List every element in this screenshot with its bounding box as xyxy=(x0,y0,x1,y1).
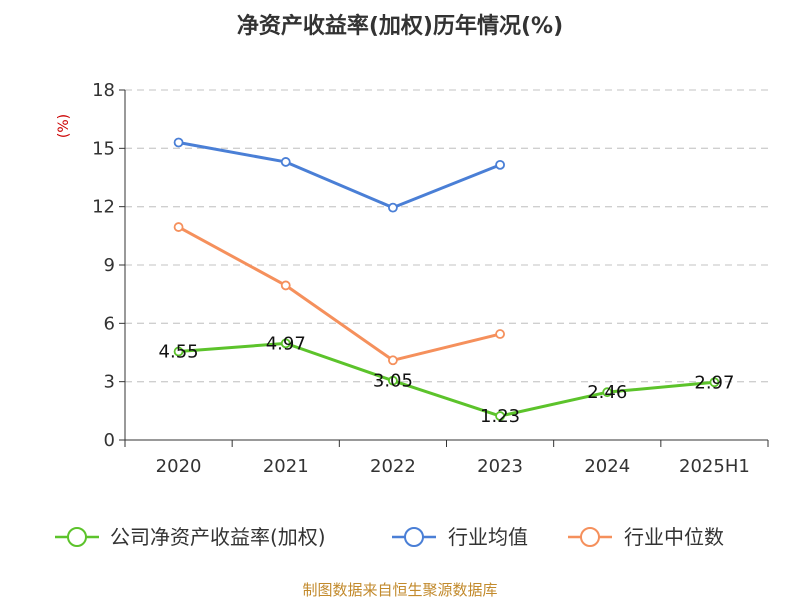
data-label: 3.05 xyxy=(373,371,413,392)
data-labels: 4.55 4.97 3.05 1.23 2.46 2.97 xyxy=(159,333,735,427)
y-tick-label: 15 xyxy=(92,138,115,159)
data-point xyxy=(709,377,720,388)
y-tick-label: 0 xyxy=(104,430,115,451)
data-point xyxy=(173,222,184,232)
data-point xyxy=(495,159,505,170)
legend: 公司净资产收益率(加权) 行业均值 行业中位数 xyxy=(55,525,724,549)
chart-title: 净资产收益率(加权)历年情况(%) xyxy=(237,13,563,39)
series-1 xyxy=(173,137,505,213)
x-tick-label: 2024 xyxy=(584,456,630,477)
legend-label: 行业均值 xyxy=(448,525,528,549)
data-point xyxy=(280,157,291,167)
source-note: 制图数据来自恒生聚源数据库 xyxy=(302,581,497,599)
data-label: 2.46 xyxy=(587,382,627,403)
x-tick-label: 2022 xyxy=(370,456,416,477)
series-line xyxy=(178,141,501,210)
legend-item-2: 行业中位数 xyxy=(568,525,724,549)
legend-label: 公司净资产收益率(加权) xyxy=(110,525,326,549)
data-label: 1.23 xyxy=(480,406,520,427)
grid-lines xyxy=(125,89,768,383)
legend-marker xyxy=(67,527,87,547)
data-point xyxy=(495,411,505,421)
y-tick-label: 12 xyxy=(92,197,115,218)
x-tick-label: 2020 xyxy=(156,456,202,477)
x-tick-label: 2025H1 xyxy=(679,456,750,477)
x-tick-label: 2023 xyxy=(477,456,523,477)
series-2 xyxy=(173,222,505,366)
y-tick-label: 6 xyxy=(104,313,115,334)
data-point xyxy=(388,202,398,213)
y-tick-label: 9 xyxy=(104,255,115,276)
axes: 0 3 6 9 12 15 18 2020 2021 2022 2023 2024 2025H1 xyxy=(92,80,769,477)
series-line xyxy=(177,225,501,362)
data-label: 4.97 xyxy=(266,333,306,354)
data-label: 2.97 xyxy=(694,372,734,393)
legend-label: 行业中位数 xyxy=(624,525,724,549)
series-0 xyxy=(173,338,720,421)
data-point xyxy=(280,280,291,291)
data-point xyxy=(173,137,184,148)
data-point xyxy=(173,346,184,357)
series-line xyxy=(178,341,715,418)
data-point xyxy=(495,329,505,339)
legend-item-1: 行业均值 xyxy=(392,525,528,549)
y-tick-label: 3 xyxy=(104,372,115,393)
data-point xyxy=(388,375,398,386)
series-group xyxy=(173,137,720,421)
x-tick-label: 2021 xyxy=(263,456,309,477)
data-label: 4.55 xyxy=(159,342,199,363)
y-axis-label: (%) xyxy=(56,114,72,138)
y-tick-label: 18 xyxy=(92,80,115,101)
data-point xyxy=(280,338,291,349)
data-point xyxy=(388,355,398,366)
data-point xyxy=(602,387,613,398)
legend-marker xyxy=(404,527,424,547)
legend-item-0: 公司净资产收益率(加权) xyxy=(55,525,326,549)
legend-marker xyxy=(580,527,600,547)
